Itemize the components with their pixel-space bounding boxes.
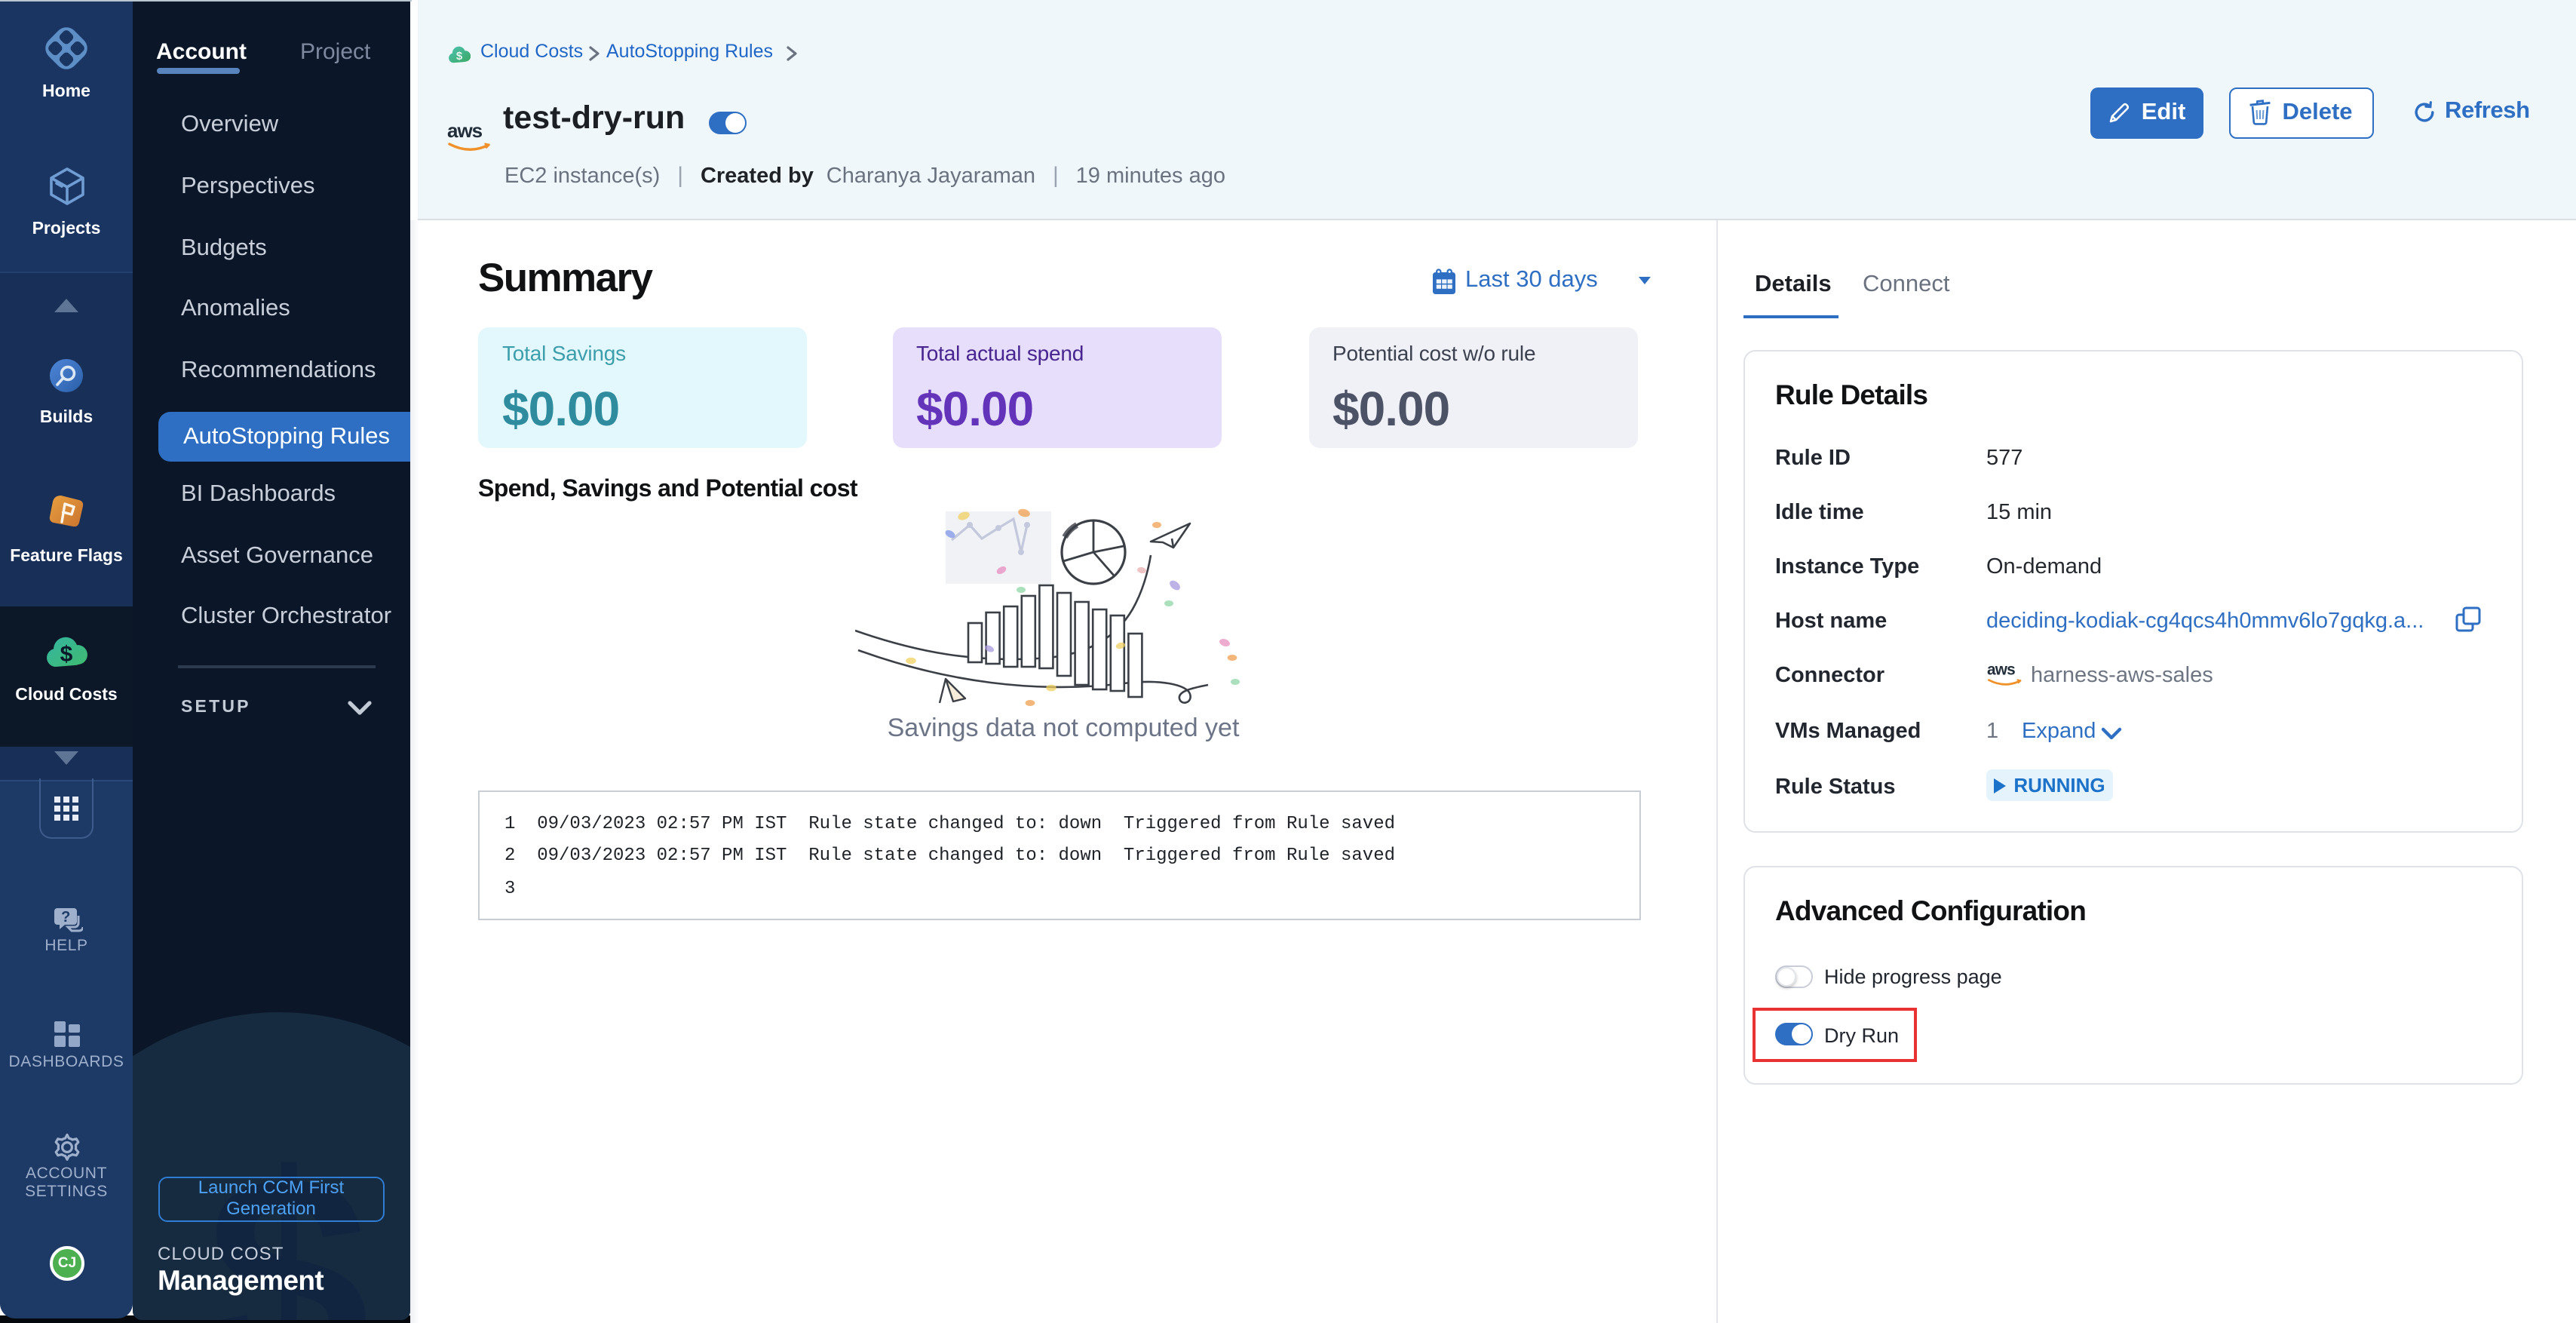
svg-text:$: $: [60, 642, 73, 667]
svg-text:$: $: [456, 49, 463, 62]
svg-text:aws: aws: [447, 119, 483, 142]
svg-text:aws: aws: [1987, 661, 2015, 678]
svg-text:?: ?: [61, 909, 70, 925]
svg-text:$: $: [207, 1114, 370, 1320]
